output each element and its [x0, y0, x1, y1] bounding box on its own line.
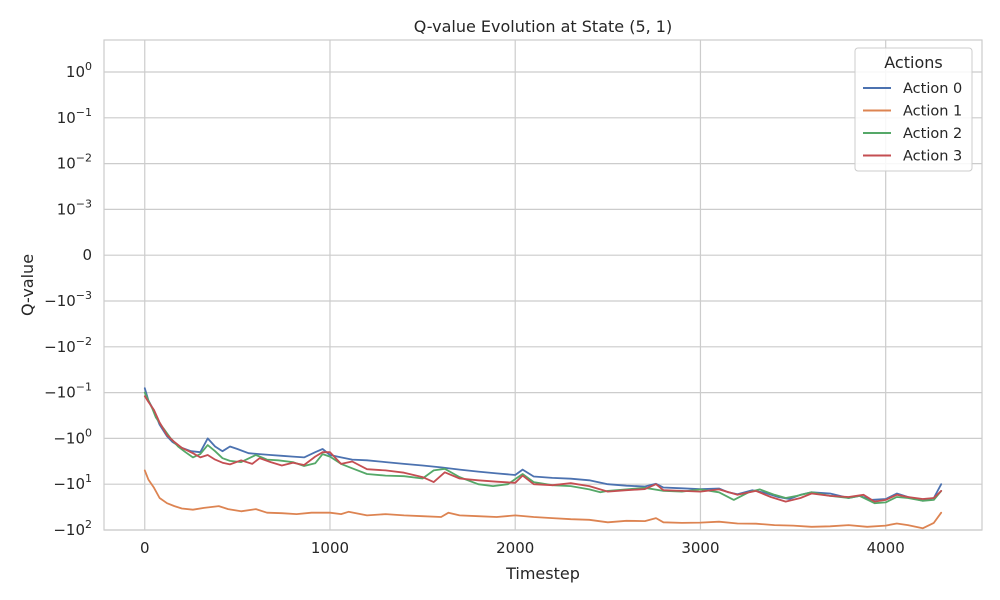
legend-label: Action 1	[903, 104, 962, 120]
y-tick-label: −100	[53, 426, 92, 447]
plot-frame	[103, 39, 983, 531]
x-tick-label: 2000	[496, 539, 534, 557]
legend: Actions Action 0 Action 1 Action 2 Action 3	[854, 47, 973, 172]
series-line-action-3	[143, 395, 943, 503]
y-tick-label: 10−3	[57, 197, 92, 218]
y-tick-label: 10−2	[57, 152, 92, 173]
series-lines	[143, 387, 943, 530]
y-tick-label: 100	[66, 60, 92, 81]
legend-box	[854, 47, 973, 172]
x-tick-label: 4000	[867, 539, 905, 557]
legend-items: Action 0 Action 1 Action 2 Action 3	[863, 81, 962, 165]
x-tick-label: 0	[140, 539, 150, 557]
x-tick-label: 3000	[681, 539, 719, 557]
y-tick-label: −10−2	[44, 335, 92, 356]
series-line-action-1	[143, 469, 943, 530]
series-line-action-2	[143, 391, 943, 505]
y-tick-label: −10−3	[44, 289, 92, 310]
legend-label: Action 2	[903, 126, 962, 142]
y-tick-label: −101	[53, 472, 92, 493]
x-tick-label: 1000	[311, 539, 349, 557]
y-axis-title: Q-value	[18, 254, 37, 316]
chart-title: Q-value Evolution at State (5, 1)	[414, 17, 672, 36]
y-tick-label: −10−1	[44, 381, 92, 402]
plot-area	[104, 40, 982, 530]
legend-label: Action 0	[903, 81, 962, 97]
y-tick-label: 0	[82, 246, 92, 264]
y-tick-label: −102	[53, 518, 92, 539]
x-axis-title: Timestep	[505, 564, 580, 583]
legend-label: Action 3	[903, 149, 962, 165]
y-tick-label: 10−1	[57, 106, 92, 127]
legend-title: Actions	[884, 53, 942, 72]
tick-labels: 0 1000 2000 3000 4000 100 10−1 10−2 10−3 0 −10−3 −1…	[44, 60, 905, 557]
